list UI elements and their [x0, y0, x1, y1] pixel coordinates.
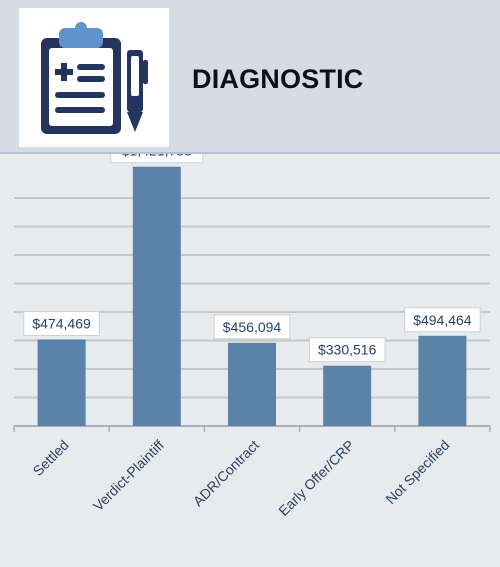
x-tick-label: Not Specified — [382, 437, 452, 507]
clipboard-icon-graphic — [41, 22, 148, 134]
page-title: DIAGNOSTIC — [192, 64, 364, 94]
data-label-box — [213, 314, 291, 340]
bar — [228, 342, 276, 426]
data-label: $494,464 — [413, 312, 472, 328]
data-label-box — [110, 154, 204, 164]
data-label: $1,421,783 — [122, 154, 192, 159]
data-label-box — [308, 337, 386, 363]
data-label-box — [404, 307, 481, 333]
data-label: $456,094 — [223, 319, 282, 335]
bar — [323, 365, 372, 426]
clipboard-medical-report-icon — [19, 8, 169, 147]
bar — [37, 339, 86, 426]
bar — [132, 166, 181, 426]
x-tick-label: Settled — [30, 437, 72, 479]
bar-chart-area: $474,469 Settled $1,421,783 Verdict-Plainti… — [0, 154, 500, 567]
x-tick-label: Verdict-Plaintiff — [90, 437, 167, 514]
data-label-box — [23, 310, 100, 336]
x-tick-label: Early Offer/CRP — [275, 437, 357, 519]
x-tick-label: ADR/Contract — [190, 437, 262, 509]
data-label: $474,469 — [32, 315, 91, 331]
bar-chart: $474,469 Settled $1,421,783 Verdict-Plainti… — [13, 154, 491, 519]
header: DIAGNOSTIC — [0, 0, 500, 154]
data-label: $330,516 — [318, 342, 377, 358]
bar — [418, 335, 467, 426]
